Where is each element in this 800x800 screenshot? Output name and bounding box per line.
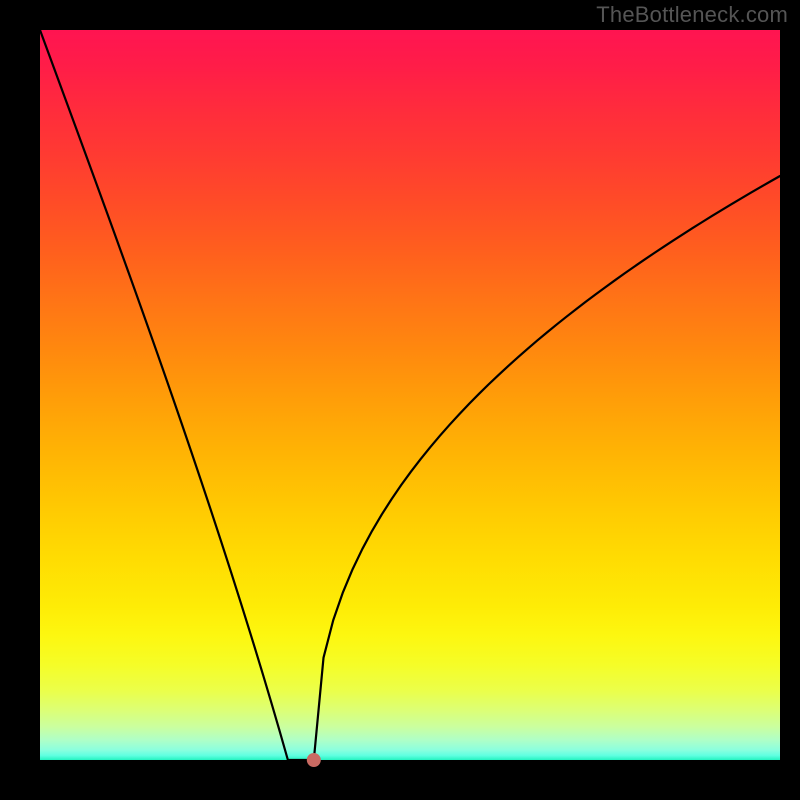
plot-background [40,30,780,760]
chart-container: TheBottleneck.com [0,0,800,800]
watermark-text: TheBottleneck.com [596,2,788,28]
chart-svg [0,0,800,800]
trough-marker [307,753,321,767]
